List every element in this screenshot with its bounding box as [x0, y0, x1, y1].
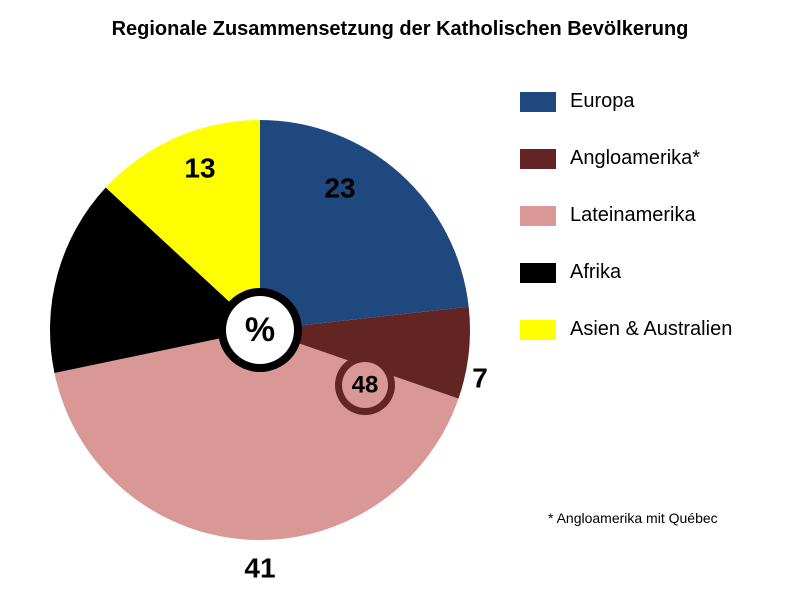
legend-swatch-4: [520, 320, 556, 340]
legend-label-2: Lateinamerika: [570, 204, 696, 227]
combined-badge-label: 48: [352, 371, 379, 398]
legend-item-1: Angloamerika*: [520, 147, 780, 170]
chart-title: Regionale Zusammensetzung der Katholisch…: [0, 18, 800, 41]
slice-value-4: 13: [184, 152, 215, 183]
legend-label-3: Afrika: [570, 261, 621, 284]
legend-swatch-2: [520, 206, 556, 226]
pie-slice-0: [260, 120, 469, 330]
legend-swatch-3: [520, 263, 556, 283]
center-hub-label: %: [245, 311, 275, 349]
slice-value-2: 41: [244, 552, 275, 583]
legend-label-0: Europa: [570, 90, 635, 113]
legend-label-4: Asien & Australien: [570, 318, 732, 341]
legend-swatch-1: [520, 149, 556, 169]
legend-item-2: Lateinamerika: [520, 204, 780, 227]
legend-item-0: Europa: [520, 90, 780, 113]
legend-item-4: Asien & Australien: [520, 318, 780, 341]
legend-label-1: Angloamerika*: [570, 147, 700, 170]
footnote: * Angloamerika mit Québec: [548, 510, 718, 526]
slice-value-3: 15: [109, 267, 140, 298]
legend-item-3: Afrika: [520, 261, 780, 284]
slice-value-0: 23: [324, 172, 355, 203]
pie-chart: 48237411513%: [40, 70, 480, 510]
slice-value-1: 7: [472, 362, 488, 393]
legend-swatch-0: [520, 92, 556, 112]
legend: Europa Angloamerika* Lateinamerika Afrika As…: [520, 90, 780, 375]
